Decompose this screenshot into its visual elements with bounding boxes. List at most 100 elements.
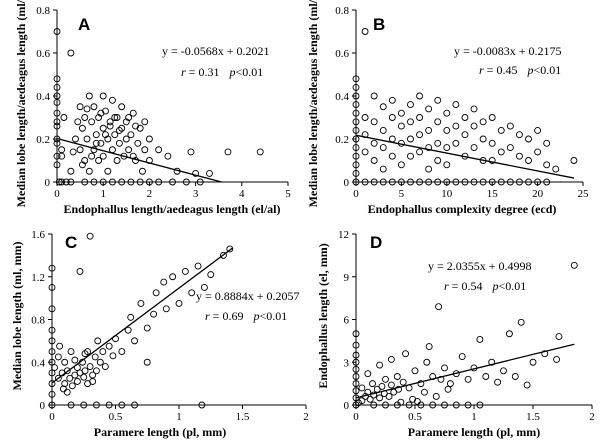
panel-d-y-tick-label: 12	[338, 229, 349, 241]
panel-a-point-49	[115, 139, 123, 147]
panel-a-y-tick-label: 0.8	[36, 5, 50, 17]
panel-b-point-58	[443, 109, 451, 117]
panel-a-point-86	[106, 122, 114, 130]
panel-a-fit-line	[56, 137, 222, 183]
panel-d-r-label: r	[444, 279, 449, 293]
panel-a-point-59	[134, 139, 142, 147]
panel-c-point-45	[127, 313, 135, 321]
panel-c-r-label: r	[205, 309, 210, 323]
panel-d-point-45	[476, 336, 484, 343]
panel-c-point-27	[80, 373, 88, 381]
panel-b-p-label: p	[526, 63, 533, 77]
panel-a-point-92	[83, 105, 91, 113]
panel-c-ylabel: Median lobe length (ml, mm)	[10, 242, 24, 391]
panel-c-point-71	[71, 356, 79, 364]
panel-c-point-12	[54, 353, 62, 361]
panel-a-x-tick-label: 4	[239, 188, 245, 200]
panel-d-point-20	[376, 361, 384, 369]
panel-c-point-50	[152, 289, 160, 297]
panel-a-x-tick-label: 5	[285, 188, 291, 200]
panel-c-y-tick-label: 0.4	[31, 357, 45, 369]
panel-d-point-26	[387, 355, 395, 363]
panel-a-point-52	[120, 152, 128, 160]
panel-b-point-92	[525, 135, 532, 143]
panel-d-y-tick-label: 6	[344, 315, 350, 327]
panel-a-point-24	[78, 124, 86, 132]
panel-a-point-51	[118, 103, 126, 111]
panel-a-point-15	[60, 114, 68, 121]
panel-b-point-25	[379, 144, 387, 152]
panel-d-fit-line	[355, 343, 575, 399]
panel-c-point-51	[160, 278, 168, 286]
panel-b: 0 5 10 15 20 25 0 0.2 0.4 0.6 0.8 B y = -0.0083x +…	[306, 0, 589, 216]
panel-c-point-36	[94, 337, 102, 345]
panel-b-point-33	[397, 109, 405, 117]
panel-b-point-45	[416, 131, 424, 139]
panel-a-point-32	[90, 103, 98, 111]
panel-d-point-75	[425, 343, 433, 351]
panel-d-point-48	[494, 378, 502, 386]
panel-d-point-30	[399, 378, 407, 386]
panel-d-point-21	[378, 383, 386, 390]
svg-text:r = 0.45p<0.01: r = 0.45 p<0.01	[479, 63, 561, 77]
panel-d-point-54	[529, 358, 537, 366]
panel-c-point-75	[59, 385, 67, 393]
panel-d-p-label: p	[491, 279, 498, 293]
panel-a-point-46	[111, 131, 119, 139]
panel-a-point-63	[145, 135, 153, 143]
panel-a-r-value: = 0.31	[186, 65, 220, 79]
panel-c-point-60	[219, 251, 227, 259]
panel-a-y-tick-label: 0.4	[36, 91, 50, 103]
panel-a-point-94	[74, 118, 82, 126]
panel-a-point-25	[81, 157, 89, 164]
panel-d-equation: y = 2.0355x + 0.4998	[428, 259, 532, 273]
panel-a-point-35	[95, 114, 103, 121]
panel-d-point-15	[366, 395, 374, 403]
panel-a-x-tick-label: 3	[193, 188, 199, 200]
panel-b-point-99	[543, 161, 551, 169]
panel-d-x-tick-label: 0.5	[408, 411, 422, 423]
panel-a-point-96	[132, 122, 139, 130]
panel-a-point-56	[127, 131, 135, 139]
panel-b-y-tick-label: 0.6	[335, 48, 349, 60]
panel-b-x-tick-label: 20	[532, 188, 544, 200]
panel-b-point-67	[461, 114, 469, 121]
panel-d-point-56	[553, 355, 561, 363]
panel-c-point-52	[162, 305, 170, 313]
panel-a-point-34	[95, 157, 103, 164]
panel-a-point-70	[206, 169, 213, 177]
panel-a-point-98	[141, 118, 149, 126]
panel-c-fit-line	[51, 247, 233, 384]
panel-a-point-88	[111, 114, 119, 121]
panel-b-point-84	[497, 148, 505, 156]
panel-a-point-97	[78, 161, 86, 169]
panel-d-xlabel: Paramere length (pl, mm)	[408, 425, 540, 439]
panel-d-point-50	[505, 330, 513, 338]
panel-a-point-33	[92, 131, 100, 139]
panel-d-point-49	[500, 367, 507, 375]
panel-c-p-value: <0.01	[259, 309, 287, 323]
panel-c-point-49	[150, 310, 158, 318]
panel-c-y-tick-label: 0.8	[31, 315, 45, 327]
panel-a-point-23	[76, 146, 84, 154]
panel-c-point-38	[99, 348, 107, 356]
svg-text:r = 0.31p<0.01: r = 0.31 p<0.01	[181, 65, 263, 79]
panel-b-point-40	[407, 135, 414, 143]
panel-b-point-96	[534, 148, 542, 156]
panel-c-x-tick-label: 1	[176, 411, 182, 423]
panel-c-point-47	[137, 300, 145, 307]
panel-d-point-57	[555, 333, 563, 341]
panel-d-point-24	[385, 393, 393, 400]
panel-b-point-72	[470, 122, 478, 130]
panel-a-point-26	[81, 114, 89, 121]
panel-c-point-73	[89, 378, 97, 385]
panel-d-point-28	[393, 373, 401, 380]
panel-b-point-36	[397, 161, 405, 169]
panel-b-axes: 0 5 10 15 20 25 0 0.2 0.4 0.6 0.8	[335, 5, 589, 200]
panel-c-point-23	[73, 378, 81, 385]
panel-d-point-29	[395, 385, 402, 393]
panel-a-point-17	[67, 167, 75, 175]
panel-a-point-99	[69, 148, 77, 156]
panel-a-point-21	[72, 135, 79, 143]
